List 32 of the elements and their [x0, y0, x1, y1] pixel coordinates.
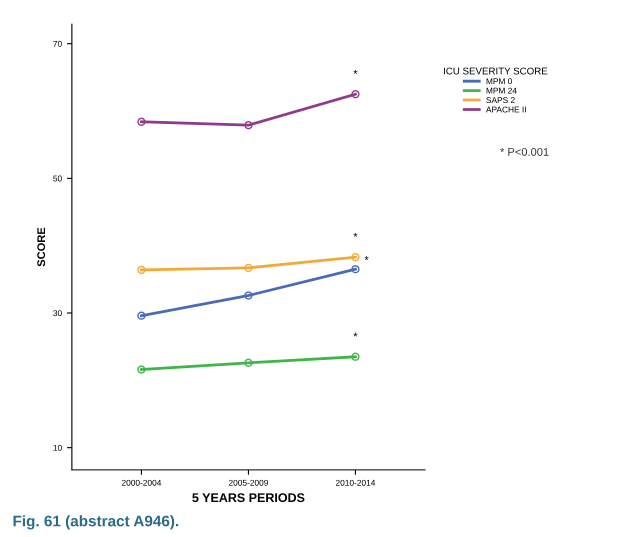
point	[137, 365, 146, 374]
y-tick-label: 50	[53, 176, 62, 182]
text: * P<0.001	[500, 148, 549, 156]
y-axis-title: SCORE	[37, 228, 46, 266]
legend-label: SAPS 2	[486, 97, 515, 104]
caption: Fig. 61 (abstract A946).	[14, 515, 178, 530]
x-tick-label: 2000-2004	[122, 480, 162, 486]
y-tick-label: 70	[53, 40, 62, 47]
y-tick-label: 30	[53, 310, 62, 316]
point	[137, 312, 146, 320]
annotation: *	[353, 232, 358, 237]
point	[351, 252, 360, 262]
legend-title: ICU SEVERITY SCORE	[444, 68, 548, 74]
legend-label: MPM 0	[486, 78, 512, 84]
point	[244, 264, 253, 272]
point	[351, 90, 360, 98]
point	[137, 118, 146, 126]
point	[244, 358, 253, 367]
point	[351, 265, 360, 274]
legend-label: MPM 24	[486, 88, 517, 94]
annotation: *	[364, 256, 369, 260]
point	[244, 120, 253, 130]
y-tick-label: 10	[54, 444, 62, 451]
legend-label: APACHE II	[486, 106, 526, 112]
point	[137, 266, 146, 274]
point	[351, 352, 360, 361]
x-tick-label: 2005-2009	[228, 480, 268, 486]
x-tick-label: 2010-2014	[336, 480, 376, 486]
annotation: *	[353, 70, 358, 74]
annotation: *	[353, 332, 358, 336]
x-axis-title: 5 YEARS PERIODS	[192, 493, 304, 502]
point	[244, 291, 253, 300]
